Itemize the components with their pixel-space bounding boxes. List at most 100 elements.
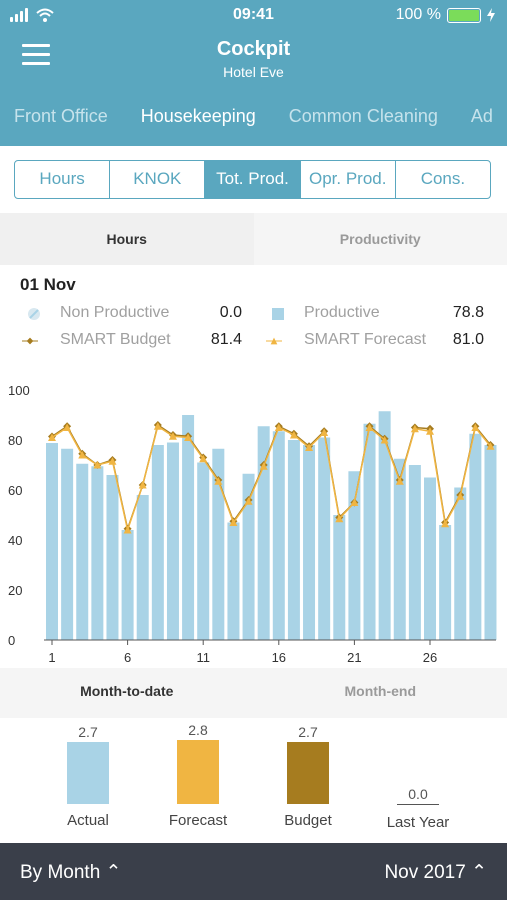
forecast-line-icon xyxy=(266,337,282,345)
y-tick-label: 0 xyxy=(8,633,15,648)
chevron-up-icon: ⌃ xyxy=(465,862,487,883)
productive-bar xyxy=(333,515,346,640)
productive-bar xyxy=(61,448,74,640)
total-label: Last Year xyxy=(386,814,450,831)
productive-bar xyxy=(166,442,179,640)
forecast-point xyxy=(214,477,223,485)
productive-bar xyxy=(106,475,119,640)
y-tick-label: 80 xyxy=(8,433,22,448)
segment-3[interactable]: Opr. Prod. xyxy=(301,161,396,198)
forecast-point xyxy=(259,462,268,470)
forecast-line xyxy=(51,425,492,533)
wifi-icon xyxy=(36,8,54,22)
tab-month-end[interactable]: Month-end xyxy=(344,683,417,699)
total-label: Actual xyxy=(67,812,109,829)
forecast-point xyxy=(320,428,329,436)
segment-1[interactable]: KNOK xyxy=(110,161,206,198)
clock: 09:41 xyxy=(233,6,274,23)
non-productive-value: 0.0 xyxy=(219,304,242,321)
forecast-point xyxy=(63,423,72,431)
forecast-point xyxy=(108,457,117,465)
battery-percent: 100 % xyxy=(395,6,441,23)
selected-date: 01 Nov xyxy=(20,275,76,294)
productive-label: Productive xyxy=(304,304,380,321)
forecast-point xyxy=(274,423,283,431)
battery-icon xyxy=(447,7,481,23)
status-bar: 09:41 100 % xyxy=(0,0,507,30)
forecast-point xyxy=(244,497,253,505)
department-tab[interactable]: Ad xyxy=(470,106,493,126)
total-label: Budget xyxy=(284,812,332,829)
forecast-point xyxy=(289,431,298,439)
department-tab[interactable]: Common Cleaning xyxy=(288,106,438,126)
period-selector[interactable]: By Month ⌃ xyxy=(20,861,121,884)
x-tick-label: 21 xyxy=(347,650,361,665)
productive-value: 78.8 xyxy=(452,304,484,321)
charging-icon xyxy=(487,8,495,22)
x-tick-label: 11 xyxy=(196,650,210,665)
productive-bar xyxy=(257,426,270,640)
productive-bar xyxy=(197,462,210,640)
totals-tabs: Month-to-date Month-end xyxy=(0,668,507,718)
productive-bar xyxy=(348,471,361,640)
department-tab[interactable]: Housekeeping xyxy=(140,106,256,126)
forecast-value: 81.0 xyxy=(452,331,484,348)
productive-bar xyxy=(212,448,225,640)
productive-bar xyxy=(227,522,240,640)
tab-hours[interactable]: Hours xyxy=(0,213,254,265)
productive-bar xyxy=(469,433,482,640)
forecast-point xyxy=(48,433,56,441)
segment-2[interactable]: Tot. Prod. xyxy=(205,161,301,198)
total-bar xyxy=(287,742,329,804)
y-tick-label: 60 xyxy=(8,483,22,498)
forecast-point xyxy=(78,451,87,459)
forecast-point xyxy=(199,454,208,463)
app-header: 09:41 100 % Cockpit Hotel Eve Front Offi… xyxy=(0,0,507,146)
battery-indicator: 100 % xyxy=(396,6,495,24)
tab-productivity[interactable]: Productivity xyxy=(339,231,421,247)
hotel-name: Hotel Eve xyxy=(223,64,284,80)
budget-label: SMART Budget xyxy=(60,331,171,348)
x-tick-label: 1 xyxy=(48,650,55,665)
x-tick-label: 26 xyxy=(423,650,437,665)
budget-value: 81.4 xyxy=(210,331,242,348)
month-selector[interactable]: Nov 2017 ⌃ xyxy=(384,861,487,884)
productive-bar xyxy=(439,525,452,640)
productive-icon xyxy=(272,308,284,320)
forecast-point xyxy=(123,526,132,534)
metric-segmented-control: Hours KNOK Tot. Prod. Opr. Prod. Cons. xyxy=(14,160,491,199)
view-tabs: Hours Productivity xyxy=(0,213,507,265)
menu-icon[interactable] xyxy=(22,44,50,66)
productive-bar xyxy=(363,423,376,640)
department-tab[interactable]: Front Office xyxy=(14,106,108,126)
productive-bar xyxy=(76,463,89,640)
segment-0[interactable]: Hours xyxy=(15,161,111,198)
productive-bar xyxy=(408,465,421,640)
forecast-point xyxy=(138,481,147,489)
page-title: Cockpit xyxy=(216,38,291,60)
y-tick-label: 20 xyxy=(8,583,22,598)
productive-bar xyxy=(121,530,134,640)
total-column: 2.8 Forecast xyxy=(143,722,253,829)
productive-bar xyxy=(91,466,104,640)
productive-bar xyxy=(378,411,391,640)
forecast-point xyxy=(168,432,177,440)
forecast-point xyxy=(456,492,465,500)
forecast-point xyxy=(426,427,434,435)
tab-month-to-date[interactable]: Month-to-date xyxy=(80,683,174,699)
total-value: 0.0 xyxy=(408,786,428,802)
segment-4[interactable]: Cons. xyxy=(420,169,466,188)
forecast-point xyxy=(365,423,374,431)
forecast-point xyxy=(229,518,238,526)
total-value: 2.7 xyxy=(78,724,98,740)
chevron-up-icon: ⌃ xyxy=(100,862,122,883)
y-tick-label: 40 xyxy=(8,533,22,548)
productive-bar xyxy=(272,431,285,640)
productive-bar xyxy=(424,477,436,640)
month-totals: 2.7 Actual 2.8 Forecast 2.7 Budget 0.0 Last Yea… xyxy=(0,718,507,842)
productive-bar xyxy=(287,440,300,640)
forecast-point xyxy=(184,433,193,441)
signal-indicator xyxy=(10,8,54,22)
productive-bar xyxy=(242,473,255,640)
